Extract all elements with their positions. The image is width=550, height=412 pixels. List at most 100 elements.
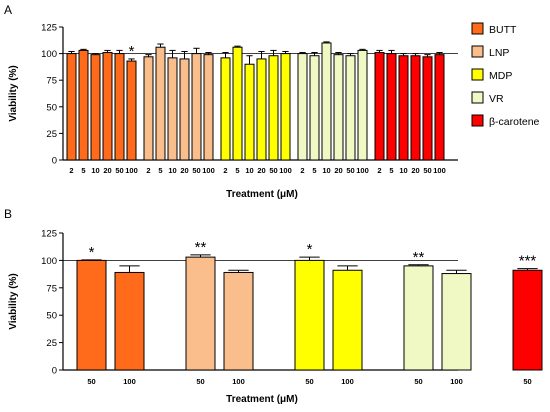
panel-b-label: B [4,207,12,221]
bar [102,52,113,161]
x-tick-label: 50 [115,166,123,175]
x-tick-label: 100 [202,166,215,175]
x-tick-label: 100 [279,166,292,175]
bar [179,58,190,161]
bar [357,49,368,161]
bar [374,52,385,161]
bar [294,259,325,371]
bar [398,55,409,161]
y-tick-label: 100 [41,49,57,60]
x-tick-label: 5 [81,166,85,175]
bar [410,55,421,161]
x-tick-label: 2 [300,166,304,175]
x-tick-label: 20 [334,166,342,175]
legend-swatch [471,45,484,58]
legend-label: MDP [489,70,512,82]
significance-marker: *** [519,253,537,270]
x-tick-label: 5 [389,166,393,175]
bar [143,56,154,161]
x-tick-label: 100 [232,377,245,386]
bar [167,57,178,161]
legend-swatch [471,114,484,127]
bar [403,265,434,371]
x-tick-label: 10 [322,166,330,175]
x-axis-label: Treatment (μM) [226,394,298,405]
legend: BUTT LNP MDP VR β-carotene [471,22,540,128]
x-tick-label: 20 [257,166,265,175]
x-tick-label: 20 [411,166,419,175]
x-tick-label: 2 [223,166,227,175]
bar [244,63,255,161]
x-tick-label: 10 [168,166,176,175]
y-tick-label: 25 [46,129,57,140]
x-tick-label: 100 [433,166,446,175]
bar [441,273,472,371]
significance-marker: * [307,241,313,258]
significance-marker: * [89,244,95,261]
x-tick-label: 50 [87,377,95,386]
significance-marker: * [129,43,135,60]
legend-label: VR [489,93,504,105]
bar [90,54,101,161]
bar [220,57,231,161]
bar [333,54,344,161]
bar [309,55,320,161]
legend-swatch [471,68,484,81]
x-tick-label: 20 [103,166,111,175]
bar [191,53,202,161]
bar [268,55,279,161]
bar [256,58,267,161]
x-tick-label: 50 [414,377,422,386]
x-tick-label: 100 [123,377,136,386]
x-tick-label: 50 [423,166,431,175]
x-tick-label: 100 [125,166,138,175]
x-tick-label: 2 [377,166,381,175]
bar [76,259,107,371]
y-tick-label: 50 [46,311,57,322]
bar [185,256,216,371]
x-tick-label: 50 [192,166,200,175]
bar [66,53,77,161]
y-tick-label: 0 [52,366,57,377]
x-tick-label: 100 [450,377,463,386]
bar [114,271,145,371]
y-tick-label: 25 [46,338,57,349]
bar [434,54,445,161]
x-tick-label: 10 [91,166,99,175]
bar [155,46,166,161]
bar [345,55,356,161]
bar [297,53,308,161]
y-axis-label: Viability (%) [8,273,19,330]
bar [126,60,137,161]
legend-label: BUTT [489,24,517,36]
panel-a-label: A [4,3,12,17]
bar [114,53,125,161]
x-tick-label: 10 [245,166,253,175]
significance-marker: ** [413,249,425,266]
y-tick-label: 100 [41,256,57,267]
x-tick-label: 50 [346,166,354,175]
bar [232,46,243,161]
y-tick-label: 75 [46,76,57,87]
legend-label: LNP [489,47,509,59]
bar [78,49,89,161]
bar [332,269,363,371]
x-tick-label: 50 [196,377,204,386]
x-tick-label: 50 [305,377,313,386]
x-tick-label: 100 [341,377,354,386]
bar [203,54,214,161]
chart-b: 0 25 50 75 100 125 Viability (%) 50 * 100 50 ** 100 5… [8,229,543,405]
bar [280,53,291,161]
x-tick-label: 50 [269,166,277,175]
y-tick-label: 50 [46,102,57,113]
x-tick-label: 20 [180,166,188,175]
x-tick-label: 5 [158,166,162,175]
legend-swatch [471,22,484,35]
legend-label: β-carotene [489,116,540,128]
x-tick-label: 50 [523,377,531,386]
legend-swatch [471,91,484,104]
x-axis-label: Treatment (μM) [226,189,298,200]
y-tick-label: 125 [41,229,57,240]
